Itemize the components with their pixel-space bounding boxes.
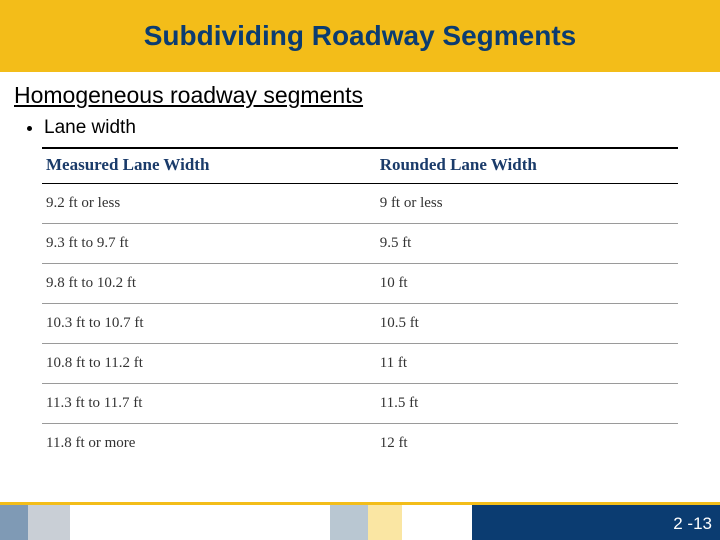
- page-number: 2 -13: [673, 514, 712, 534]
- cell-measured: 9.3 ft to 9.7 ft: [42, 224, 320, 264]
- table-row: 9.3 ft to 9.7 ft9.5 ft: [42, 224, 678, 264]
- content-area: Homogeneous roadway segments Lane width …: [0, 72, 720, 463]
- cell-measured: 11.3 ft to 11.7 ft: [42, 384, 320, 424]
- section-heading: Homogeneous roadway segments: [14, 82, 706, 109]
- footer-swatch-row: [0, 505, 472, 540]
- cell-rounded: 10 ft: [320, 264, 678, 304]
- cell-rounded: 12 ft: [320, 424, 678, 464]
- table-row: 10.8 ft to 11.2 ft11 ft: [42, 344, 678, 384]
- title-band: Subdividing Roadway Segments: [0, 0, 720, 72]
- table-header-rounded: Rounded Lane Width: [320, 148, 678, 184]
- cell-measured: 11.8 ft or more: [42, 424, 320, 464]
- table-row: 11.8 ft or more12 ft: [42, 424, 678, 464]
- table-row: 9.8 ft to 10.2 ft10 ft: [42, 264, 678, 304]
- bullet-list: Lane width: [14, 117, 706, 139]
- footer-swatch: [402, 505, 472, 540]
- cell-measured: 9.8 ft to 10.2 ft: [42, 264, 320, 304]
- slide-title: Subdividing Roadway Segments: [144, 20, 577, 52]
- footer-swatch: [70, 505, 330, 540]
- footer-swatch: [28, 505, 70, 540]
- cell-rounded: 9.5 ft: [320, 224, 678, 264]
- cell-measured: 10.8 ft to 11.2 ft: [42, 344, 320, 384]
- lane-width-table: Measured Lane Width Rounded Lane Width 9…: [42, 147, 678, 463]
- cell-measured: 9.2 ft or less: [42, 184, 320, 224]
- table-row: 9.2 ft or less9 ft or less: [42, 184, 678, 224]
- table-row: 10.3 ft to 10.7 ft10.5 ft: [42, 304, 678, 344]
- footer-swatch: [0, 505, 28, 540]
- lane-width-table-wrap: Measured Lane Width Rounded Lane Width 9…: [42, 147, 678, 463]
- cell-measured: 10.3 ft to 10.7 ft: [42, 304, 320, 344]
- cell-rounded: 11 ft: [320, 344, 678, 384]
- footer-swatch: [330, 505, 368, 540]
- table-row: 11.3 ft to 11.7 ft11.5 ft: [42, 384, 678, 424]
- footer: 2 -13: [0, 502, 720, 540]
- cell-rounded: 11.5 ft: [320, 384, 678, 424]
- footer-swatch: [368, 505, 402, 540]
- cell-rounded: 10.5 ft: [320, 304, 678, 344]
- table-header-measured: Measured Lane Width: [42, 148, 320, 184]
- bullet-item: Lane width: [44, 117, 706, 139]
- cell-rounded: 9 ft or less: [320, 184, 678, 224]
